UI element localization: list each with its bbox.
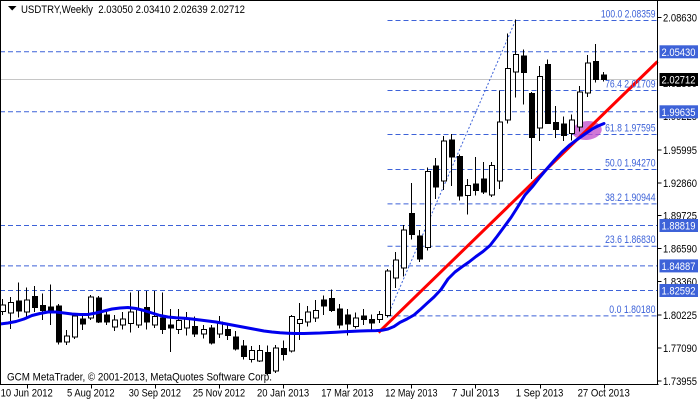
svg-text:1.95995: 1.95995 bbox=[663, 145, 697, 157]
svg-text:5 Aug 2012: 5 Aug 2012 bbox=[67, 388, 115, 400]
svg-text:12 May 2013: 12 May 2013 bbox=[385, 388, 437, 400]
svg-text:17 Mar 2013: 17 Mar 2013 bbox=[321, 388, 373, 400]
svg-text:2.05430: 2.05430 bbox=[662, 47, 696, 59]
svg-text:30 Sep 2012: 30 Sep 2012 bbox=[129, 388, 181, 400]
svg-text:1.82592: 1.82592 bbox=[662, 286, 696, 298]
svg-text:1.84887: 1.84887 bbox=[662, 261, 696, 273]
svg-text:1.86590: 1.86590 bbox=[663, 244, 697, 256]
svg-text:25 Nov 2012: 25 Nov 2012 bbox=[193, 388, 245, 400]
svg-text:76.4 2.01709: 76.4 2.01709 bbox=[605, 79, 655, 91]
svg-text:38.2 1.90944: 38.2 1.90944 bbox=[605, 192, 655, 204]
svg-text:USDTRY,Weekly 2.03050 2.03410: USDTRY,Weekly 2.03050 2.03410 2.02639 2.… bbox=[21, 4, 245, 16]
svg-text:23.6 1.86830: 23.6 1.86830 bbox=[605, 234, 655, 246]
svg-text:50.0 1.94270: 50.0 1.94270 bbox=[605, 158, 655, 170]
svg-text:1.99635: 1.99635 bbox=[662, 107, 696, 119]
svg-text:2.02712: 2.02712 bbox=[662, 75, 696, 87]
svg-text:10 Jun 2012: 10 Jun 2012 bbox=[1, 388, 53, 400]
svg-text:1.77090: 1.77090 bbox=[663, 343, 697, 355]
svg-text:100.0 2.08359: 100.0 2.08359 bbox=[601, 9, 656, 21]
svg-text:0.0 1.80180: 0.0 1.80180 bbox=[609, 304, 655, 316]
svg-text:2.08630: 2.08630 bbox=[663, 13, 697, 25]
svg-text:1.92860: 1.92860 bbox=[663, 178, 697, 190]
svg-text:GCM MetaTrader, © 2001-2013, M: GCM MetaTrader, © 2001-2013, MetaQuotes … bbox=[7, 372, 272, 384]
svg-text:1.73955: 1.73955 bbox=[663, 376, 697, 388]
svg-text:20 Jan 2013: 20 Jan 2013 bbox=[257, 388, 309, 400]
svg-text:1 Sep 2013: 1 Sep 2013 bbox=[516, 388, 564, 400]
svg-text:61.8 1.97595: 61.8 1.97595 bbox=[605, 123, 655, 135]
svg-text:27 Oct 2013: 27 Oct 2013 bbox=[578, 388, 630, 400]
svg-text:1.88819: 1.88819 bbox=[662, 221, 696, 233]
svg-text:1.80225: 1.80225 bbox=[663, 310, 697, 322]
svg-text:7 Jul 2013: 7 Jul 2013 bbox=[452, 388, 500, 400]
